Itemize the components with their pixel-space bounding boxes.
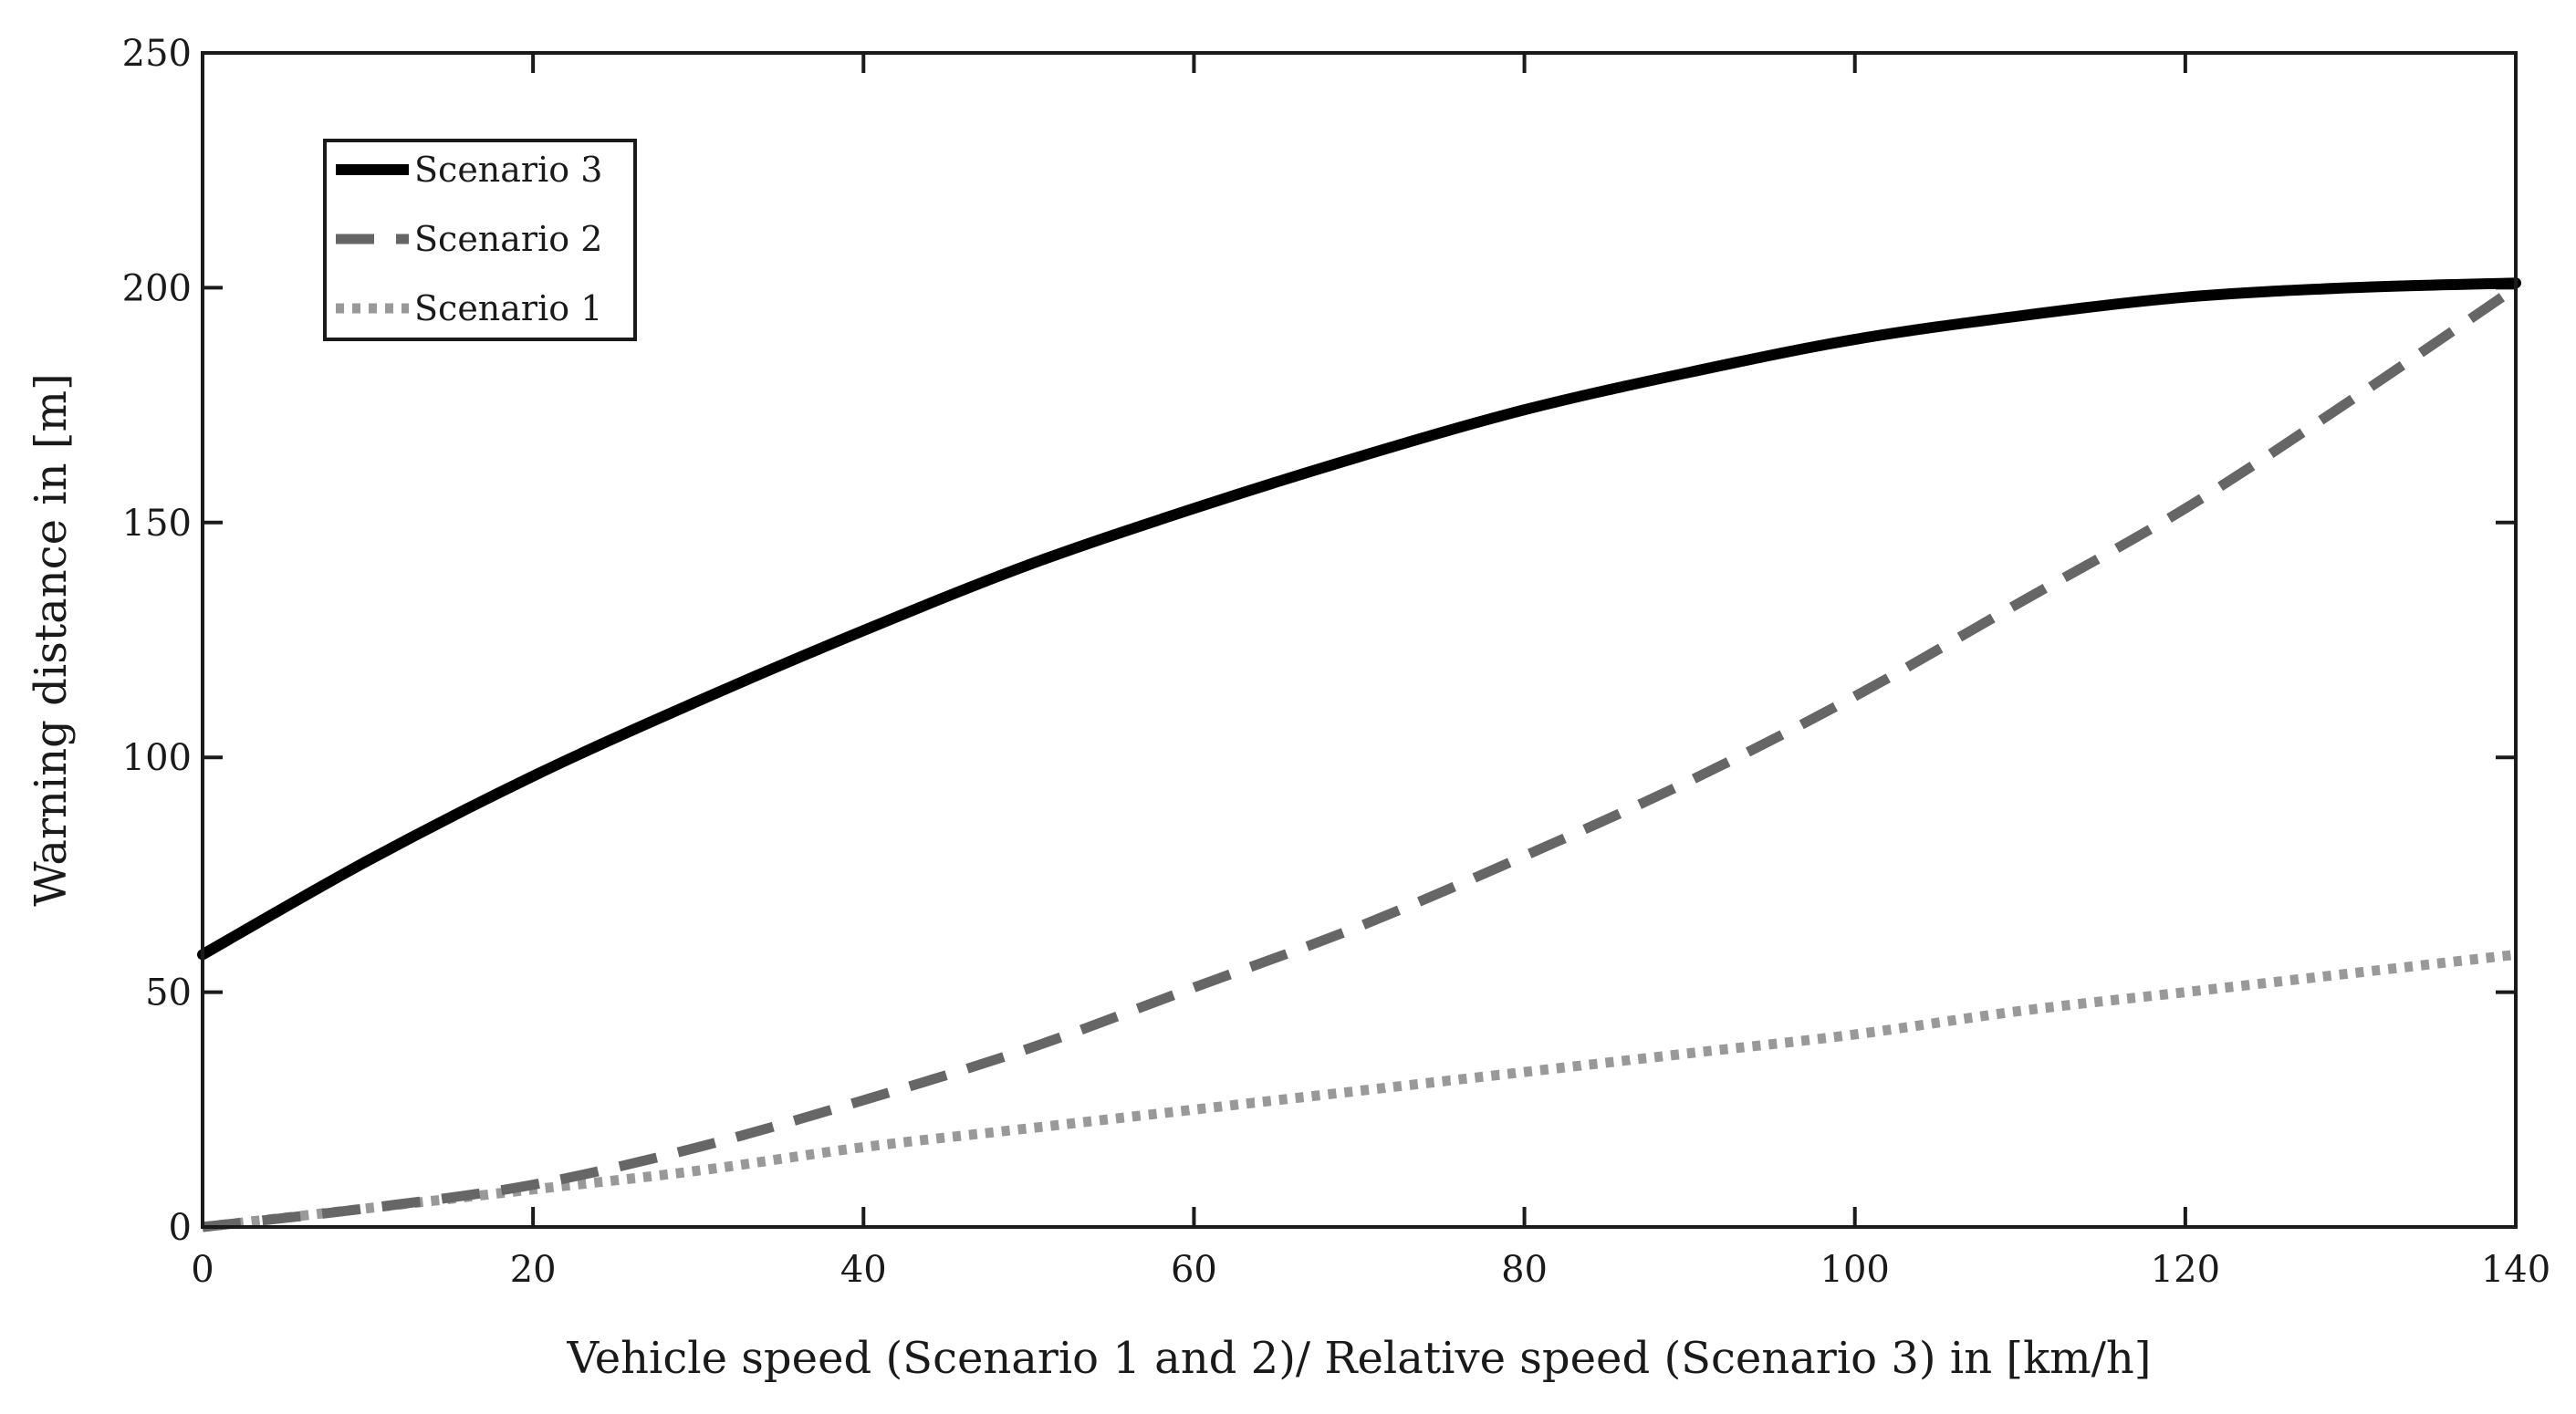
x-tick-label: 140 — [2481, 1249, 2550, 1291]
y-tick-label: 100 — [122, 737, 192, 779]
legend-label: Scenario 1 — [414, 288, 602, 328]
y-tick-label: 50 — [145, 972, 192, 1014]
y-tick-label: 0 — [169, 1207, 192, 1249]
legend: Scenario 3 Scenario 2 Scenario 1 — [323, 139, 637, 341]
x-tick-label: 120 — [2151, 1249, 2220, 1291]
y-tick-label: 150 — [122, 503, 192, 545]
x-axis-title: Vehicle speed (Scenario 1 and 2)/ Relati… — [566, 1333, 2151, 1384]
plot-frame — [201, 51, 2518, 1229]
x-tick-label: 100 — [1820, 1249, 1890, 1291]
x-tick-label: 40 — [840, 1249, 887, 1291]
series-line-scenario-3 — [197, 277, 2521, 961]
x-tick-label: 20 — [510, 1249, 557, 1291]
x-tick-label: 80 — [1501, 1249, 1548, 1291]
x-tick-label: 60 — [1171, 1249, 1217, 1291]
axis-ticks: 0 20 40 60 80 100 120 140 0 50 100 150 200 250 — [122, 33, 2551, 1291]
legend-label: Scenario 3 — [414, 150, 602, 190]
y-axis-title: Warning distance in [m] — [26, 373, 77, 906]
x-tick-label: 0 — [191, 1249, 214, 1291]
series-line-scenario-2 — [202, 283, 2519, 1232]
series-line-scenario-1 — [202, 949, 2517, 1232]
legend-label: Scenario 2 — [414, 219, 602, 259]
y-tick-label: 200 — [122, 267, 192, 309]
series-lines — [197, 277, 2521, 1232]
y-tick-label: 250 — [122, 33, 192, 75]
